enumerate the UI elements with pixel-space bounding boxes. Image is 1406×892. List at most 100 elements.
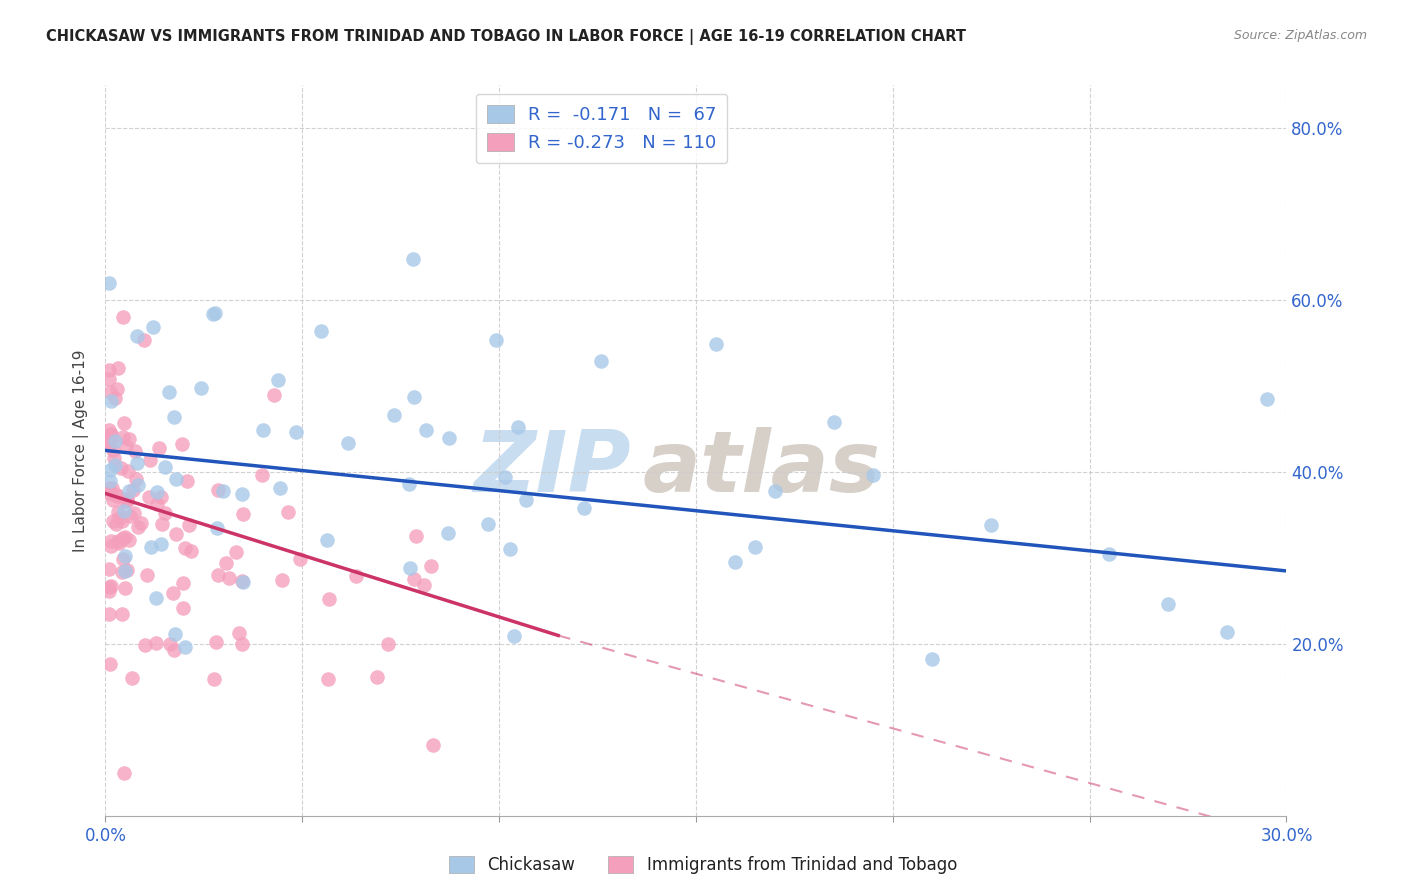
Point	[724, 555, 747, 569]
Point	[115, 439, 138, 453]
Point	[215, 556, 238, 570]
Point	[100, 436, 122, 450]
Point	[129, 516, 152, 530]
Point	[980, 518, 1002, 533]
Point	[110, 461, 132, 475]
Point	[111, 310, 134, 324]
Point	[315, 533, 337, 548]
Point	[174, 640, 197, 655]
Point	[207, 568, 229, 582]
Point	[101, 514, 124, 528]
Point	[148, 441, 170, 455]
Point	[100, 657, 122, 672]
Point	[112, 531, 135, 545]
Point	[125, 328, 148, 343]
Point	[232, 574, 254, 589]
Text: ZIP: ZIP	[474, 427, 631, 510]
Point	[231, 637, 253, 651]
Point	[231, 487, 253, 501]
Point	[145, 636, 167, 650]
Point	[344, 569, 367, 583]
Point	[117, 464, 139, 478]
Point	[112, 417, 135, 431]
Point	[108, 511, 131, 525]
Point	[111, 565, 134, 579]
Point	[263, 388, 285, 402]
Point	[165, 472, 187, 486]
Point	[269, 481, 291, 495]
Point	[103, 451, 125, 466]
Point	[159, 637, 181, 651]
Point	[1098, 547, 1121, 561]
Point	[112, 765, 135, 780]
Point	[98, 474, 121, 488]
Point	[146, 485, 169, 500]
Point	[163, 409, 186, 424]
Point	[98, 434, 121, 449]
Point	[114, 581, 136, 595]
Point	[921, 652, 943, 666]
Point	[98, 276, 121, 290]
Point	[415, 423, 437, 437]
Point	[100, 481, 122, 495]
Point	[503, 629, 526, 643]
Point	[201, 306, 224, 320]
Point	[763, 483, 786, 498]
Point	[100, 579, 122, 593]
Point	[117, 563, 139, 577]
Point	[111, 607, 134, 622]
Point	[1216, 625, 1239, 640]
Point	[98, 385, 121, 400]
Point	[139, 453, 162, 467]
Point	[100, 534, 122, 549]
Point	[172, 437, 194, 451]
Point	[205, 521, 228, 535]
Point	[117, 491, 139, 506]
Point	[138, 490, 160, 504]
Point	[111, 515, 134, 529]
Point	[366, 670, 388, 684]
Point	[141, 540, 163, 554]
Point	[176, 474, 198, 488]
Point	[114, 493, 136, 508]
Point	[165, 527, 187, 541]
Point	[100, 428, 122, 442]
Point	[270, 573, 292, 587]
Point	[105, 383, 128, 397]
Legend: Chickasaw, Immigrants from Trinidad and Tobago: Chickasaw, Immigrants from Trinidad and …	[443, 849, 963, 881]
Point	[190, 381, 212, 395]
Point	[399, 561, 422, 575]
Point	[142, 320, 165, 334]
Point	[103, 442, 125, 457]
Point	[121, 483, 143, 497]
Point	[402, 572, 425, 586]
Point	[309, 324, 332, 338]
Point	[412, 578, 434, 592]
Point	[124, 443, 146, 458]
Point	[515, 493, 537, 508]
Point	[172, 576, 194, 591]
Point	[105, 489, 128, 503]
Point	[114, 564, 136, 578]
Point	[104, 458, 127, 472]
Point	[134, 333, 156, 347]
Point	[284, 425, 307, 439]
Point	[104, 392, 127, 406]
Point	[155, 459, 177, 474]
Point	[267, 373, 290, 387]
Point	[121, 671, 143, 685]
Point	[180, 543, 202, 558]
Point	[250, 467, 273, 482]
Point	[172, 601, 194, 615]
Point	[149, 537, 172, 551]
Point	[316, 672, 339, 686]
Point	[153, 506, 176, 520]
Point	[98, 423, 121, 437]
Point	[420, 558, 443, 573]
Point	[100, 394, 122, 409]
Point	[165, 626, 187, 640]
Point	[232, 508, 254, 522]
Point	[494, 470, 516, 484]
Point	[111, 430, 134, 444]
Point	[98, 486, 121, 500]
